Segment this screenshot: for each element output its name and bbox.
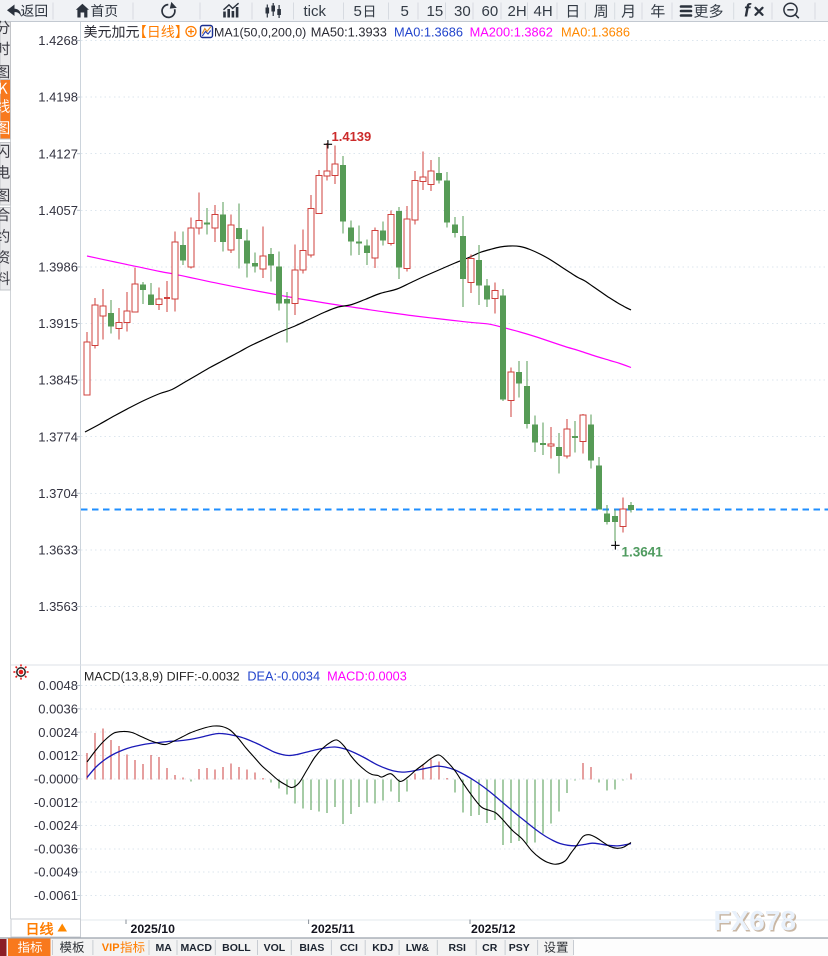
svg-text:MACD:0.0003: MACD:0.0003 <box>327 669 407 683</box>
svg-text:-0.0049: -0.0049 <box>34 865 78 880</box>
svg-text:1.3915: 1.3915 <box>38 316 78 331</box>
svg-text:-0.0024: -0.0024 <box>34 818 78 833</box>
svg-text:MA: MA <box>156 942 173 954</box>
svg-text:-0.0000: -0.0000 <box>34 771 78 786</box>
svg-text:-0.0012: -0.0012 <box>34 795 78 810</box>
svg-text:FX678: FX678 <box>714 905 797 936</box>
svg-text:4H: 4H <box>534 3 553 20</box>
svg-text:tick: tick <box>304 3 327 20</box>
svg-text:BIAS: BIAS <box>299 942 324 954</box>
svg-text:1.4057: 1.4057 <box>38 203 78 218</box>
svg-text:KDJ: KDJ <box>372 942 393 954</box>
svg-text:PSY: PSY <box>509 942 530 954</box>
svg-text:1.4198: 1.4198 <box>38 90 78 105</box>
svg-text:VOL: VOL <box>264 942 286 954</box>
svg-text:MA0:1.3686: MA0:1.3686 <box>561 24 630 39</box>
svg-text:MACD(13,8,9) DIFF:-0.0032: MACD(13,8,9) DIFF:-0.0032 <box>84 669 240 683</box>
svg-text:2025/12: 2025/12 <box>471 922 516 936</box>
svg-text:1.4268: 1.4268 <box>38 33 78 48</box>
svg-text:30: 30 <box>454 3 471 20</box>
svg-text:0.0036: 0.0036 <box>38 701 78 716</box>
svg-text:RSI: RSI <box>448 942 466 954</box>
svg-text:MA1(50,0,200,0): MA1(50,0,200,0) <box>214 25 306 39</box>
svg-text:BOLL: BOLL <box>222 942 251 954</box>
svg-text:1.3641: 1.3641 <box>622 545 664 560</box>
svg-text:1.4139: 1.4139 <box>332 129 372 144</box>
svg-text:1.3845: 1.3845 <box>38 373 78 388</box>
svg-text:0.0012: 0.0012 <box>38 748 78 763</box>
svg-text:5: 5 <box>354 3 362 20</box>
svg-text:0.0024: 0.0024 <box>38 725 78 740</box>
svg-text:CCI: CCI <box>340 942 358 954</box>
svg-text:1.3774: 1.3774 <box>38 429 78 444</box>
svg-text:1.4127: 1.4127 <box>38 146 78 161</box>
svg-text:60: 60 <box>482 3 499 20</box>
svg-text:-0.0036: -0.0036 <box>34 841 78 856</box>
svg-text:5: 5 <box>401 3 409 20</box>
svg-text:0.0048: 0.0048 <box>38 678 78 693</box>
svg-text:1.3563: 1.3563 <box>38 599 78 614</box>
svg-text:-0.0061: -0.0061 <box>34 888 78 903</box>
svg-text:MA0:1.3686: MA0:1.3686 <box>394 24 463 39</box>
svg-text:LW&: LW& <box>406 942 430 954</box>
svg-text:MA200:1.3862: MA200:1.3862 <box>470 24 553 39</box>
svg-text:MACD: MACD <box>180 942 212 954</box>
svg-text:2025/10: 2025/10 <box>131 922 176 936</box>
svg-text:15: 15 <box>427 3 444 20</box>
svg-text:2H: 2H <box>508 3 527 20</box>
svg-text:f: f <box>744 1 752 21</box>
svg-text:1.3704: 1.3704 <box>38 486 78 501</box>
svg-text:CR: CR <box>482 942 498 954</box>
svg-text:DEA:-0.0034: DEA:-0.0034 <box>247 669 320 683</box>
svg-text:2025/11: 2025/11 <box>311 922 355 936</box>
svg-text:1.3633: 1.3633 <box>38 543 78 558</box>
svg-text:MA50:1.3933: MA50:1.3933 <box>311 24 387 39</box>
svg-text:FX678: FX678 <box>715 907 798 938</box>
svg-text:VIP: VIP <box>102 942 120 954</box>
svg-text:1.3986: 1.3986 <box>38 260 78 275</box>
